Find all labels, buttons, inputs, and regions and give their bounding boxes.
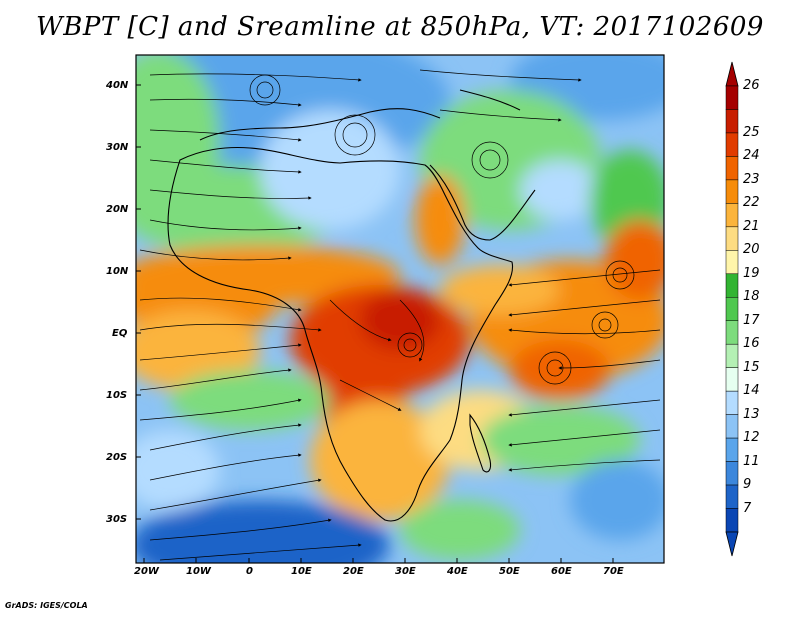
lon-label: 60E <box>551 566 572 577</box>
lat-label: 20S <box>106 452 128 463</box>
colorbar-label: 24 <box>743 148 760 164</box>
colorbar-swatch <box>725 437 739 462</box>
colorbar-label: 21 <box>743 218 760 234</box>
chart-title: WBPT [C] and Sreamline at 850hPa, VT: 20… <box>36 12 764 42</box>
colorbar-swatch <box>725 320 739 345</box>
map-frame <box>135 54 665 564</box>
credit-text: GrADS: IGES/COLA <box>5 601 88 610</box>
streamlines <box>139 69 661 561</box>
lon-label: 10W <box>186 566 211 577</box>
lat-label: 30N <box>106 142 129 153</box>
colorbar-swatch <box>725 273 739 298</box>
colorbar-swatch <box>725 179 739 204</box>
colorbar <box>725 61 739 557</box>
colorbar-bottom-arrow <box>725 531 739 557</box>
colorbar-label: 17 <box>743 312 760 328</box>
lat-label: 10S <box>106 390 128 401</box>
colorbar-swatch <box>725 508 739 533</box>
colorbar-swatch <box>725 132 739 157</box>
colorbar-swatch <box>725 250 739 275</box>
lon-label: 20E <box>343 566 364 577</box>
lon-label: 40E <box>447 566 468 577</box>
colorbar-label: 25 <box>743 124 760 140</box>
colorbar-swatch <box>725 297 739 321</box>
colorbar-label: 7 <box>743 500 752 516</box>
coastlines <box>167 89 536 522</box>
colorbar-label: 14 <box>743 383 760 399</box>
colorbar-label: 19 <box>743 265 760 281</box>
colorbar-swatch <box>725 156 739 181</box>
lat-label: 30S <box>106 514 128 525</box>
colorbar-top-arrow <box>725 61 739 87</box>
colorbar-label: 22 <box>743 195 760 211</box>
colorbar-swatch <box>725 343 739 368</box>
colorbar-swatch <box>725 390 739 415</box>
colorbar-label: 11 <box>743 453 760 469</box>
colorbar-label: 20 <box>743 242 760 258</box>
lon-label: 10E <box>291 566 312 577</box>
colorbar-label: 15 <box>743 359 760 375</box>
colorbar-label: 9 <box>743 477 752 493</box>
lat-label: 10N <box>106 266 129 277</box>
colorbar-label: 13 <box>743 406 760 422</box>
lon-label: 30E <box>395 566 416 577</box>
lat-label: 20N <box>106 204 129 215</box>
axis-ticks <box>136 84 614 563</box>
colorbar-label: 12 <box>743 430 760 446</box>
colorbar-swatch <box>725 226 739 251</box>
colorbar-label: 26 <box>743 78 760 93</box>
colorbar-swatch <box>725 414 739 439</box>
lon-label: 20W <box>134 566 159 577</box>
colorbar-label: 18 <box>743 289 760 305</box>
lon-label: 0 <box>246 566 253 577</box>
colorbar-swatch <box>725 109 739 134</box>
colorbar-swatch <box>725 461 739 486</box>
lat-label: EQ <box>112 328 128 339</box>
wbpt-field <box>136 55 664 563</box>
colorbar-label: 23 <box>743 171 760 187</box>
colorbar-swatch <box>725 367 739 392</box>
lat-label: 40N <box>106 80 129 91</box>
lon-label: 70E <box>603 566 624 577</box>
colorbar-swatch <box>725 203 739 228</box>
colorbar-swatch <box>725 85 739 110</box>
colorbar-label: 16 <box>743 336 760 352</box>
lon-label: 50E <box>499 566 520 577</box>
colorbar-swatch <box>725 484 739 509</box>
